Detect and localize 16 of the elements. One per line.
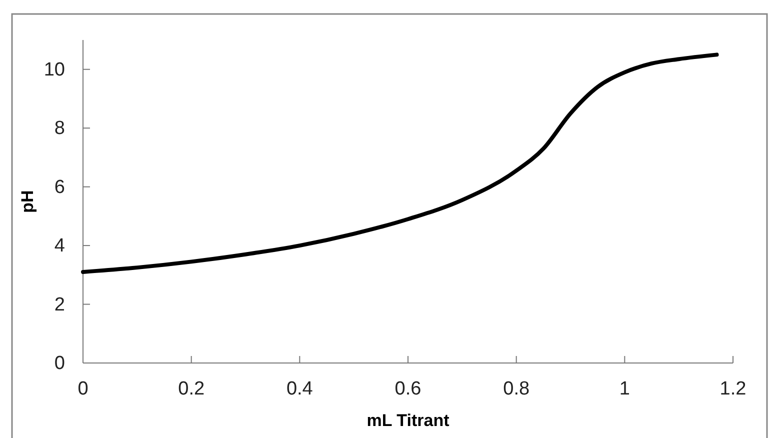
x-axis-title: mL Titrant [366, 411, 450, 430]
y-axis-title: pH [18, 190, 37, 213]
y-tick-label: 0 [54, 353, 65, 374]
line-series [81, 52, 719, 274]
x-tick-label: 0.2 [178, 378, 205, 400]
y-tick-label: 10 [44, 59, 65, 80]
y-tick-label: 2 [54, 294, 65, 316]
x-tick-label: 0.4 [286, 378, 314, 400]
x-tick-label: 1 [619, 378, 630, 400]
x-tick-label: 0 [78, 378, 88, 400]
x-tick-label: 0.6 [394, 378, 422, 400]
y-tick-label: 6 [54, 176, 65, 198]
y-tick-label: 8 [54, 118, 65, 140]
x-tick-label: 0.8 [503, 378, 530, 400]
y-tick-label: 4 [54, 236, 66, 257]
x-tick-label: 1.2 [720, 378, 746, 400]
